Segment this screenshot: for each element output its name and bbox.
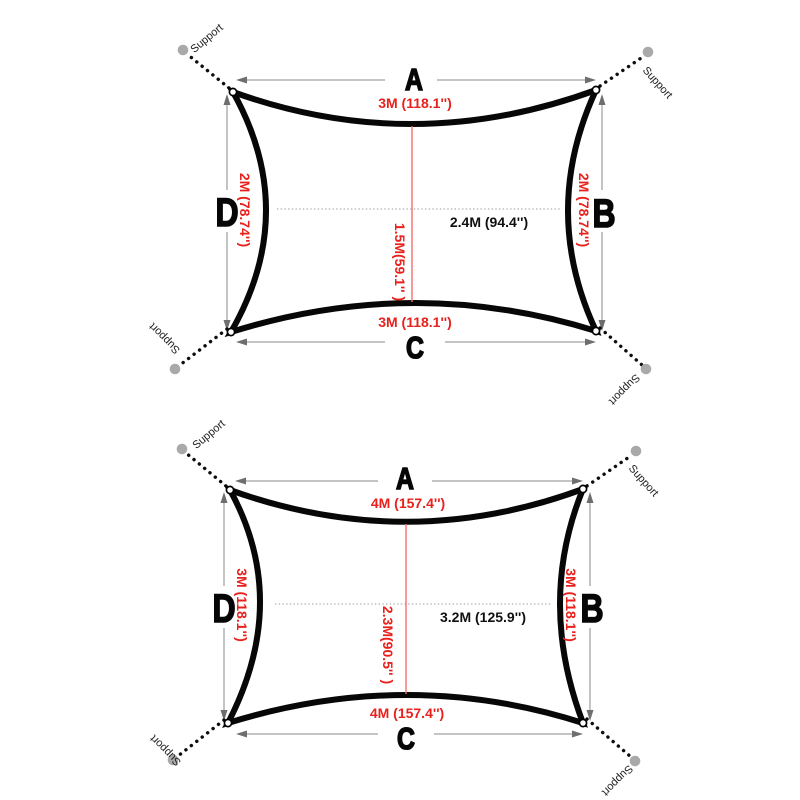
grommet-bottom-left <box>223 718 233 728</box>
edge-b-dimension: 2M (78.74'') <box>576 173 592 247</box>
edge-d-letter: D <box>212 586 235 631</box>
support-post-top-right <box>630 445 642 457</box>
edge-b-dimension: 3M (118.1'') <box>563 568 579 642</box>
dim-arrow-c-right <box>572 730 583 738</box>
dim-arrow-d-top <box>220 492 228 503</box>
support-line-bottom-right <box>585 717 633 759</box>
dim-line-a <box>235 477 583 485</box>
dim-arrow-a-right <box>572 477 583 485</box>
grommet-top-right <box>591 85 601 95</box>
dim-line-c <box>236 338 596 346</box>
center-width-label: 3.2M (125.9'') <box>440 609 526 625</box>
edge-a-dimension: 4M (157.4'') <box>371 495 445 511</box>
dim-arrow-d-bottom <box>220 710 228 721</box>
support-line-top-left <box>184 451 228 488</box>
support-line-bottom-left <box>178 327 229 367</box>
edge-a-letter: A <box>405 62 423 96</box>
support-post-bottom-left <box>167 754 179 766</box>
edge-d-letter: D <box>215 190 238 235</box>
dim-line-a <box>236 76 596 84</box>
center-height-label: 1.5M(59.1'' ) <box>392 223 408 301</box>
edge-b-letter: B <box>580 586 603 631</box>
dim-arrow-b-top <box>586 492 594 503</box>
edge-a-dimension: 3M (118.1'') <box>378 95 452 111</box>
center-height-label: 2.3M(90.5'' ) <box>380 606 396 684</box>
dim-arrow-a-left <box>236 76 247 84</box>
edge-c-dimension: 3M (118.1'') <box>378 314 452 330</box>
grommet-bottom-right <box>578 718 588 728</box>
support-line-bottom-left <box>176 718 226 758</box>
dim-line-b <box>586 492 594 721</box>
support-post-bottom-left <box>169 363 181 375</box>
grommet-top-right <box>578 484 588 494</box>
dim-arrow-c-left <box>236 730 247 738</box>
edge-c-letter: C <box>397 721 415 755</box>
dim-arrow-d-top <box>223 94 231 105</box>
dim-arrow-d-bottom <box>223 320 231 331</box>
edge-c-dimension: 4M (157.4'') <box>370 705 444 721</box>
dim-line-b <box>598 94 606 331</box>
dim-arrow-b-bottom <box>586 710 594 721</box>
grommet-bottom-left <box>226 327 236 337</box>
support-line-top-right <box>585 453 634 488</box>
edge-a-letter: A <box>396 461 414 495</box>
support-post-top-left <box>177 44 189 56</box>
support-post-top-left <box>176 443 188 455</box>
dim-arrow-b-bottom <box>598 320 606 331</box>
edge-c-letter: C <box>406 330 424 364</box>
support-post-bottom-right <box>640 363 652 375</box>
dim-arrow-a-left <box>235 477 246 485</box>
dim-arrow-a-right <box>585 76 596 84</box>
grommet-top-left <box>225 485 235 495</box>
edge-d-dimension: 2M (78.74'') <box>237 173 253 247</box>
dim-line-c <box>236 730 583 738</box>
support-line-top-left <box>185 52 231 90</box>
center-width-label: 2.4M (94.4'') <box>450 214 528 230</box>
dim-arrow-c-right <box>585 338 596 346</box>
edge-d-dimension: 3M (118.1'') <box>234 568 250 642</box>
dim-line-d <box>220 492 228 721</box>
support-post-bottom-right <box>629 755 641 767</box>
dim-arrow-b-top <box>598 94 606 105</box>
grommet-bottom-right <box>591 326 601 336</box>
grommet-top-left <box>228 87 238 97</box>
support-line-top-right <box>598 54 646 88</box>
dim-line-d <box>223 94 231 331</box>
support-post-top-right <box>642 46 654 58</box>
support-line-bottom-right <box>598 326 644 367</box>
sail-outline <box>224 84 602 338</box>
dim-arrow-c-left <box>236 338 247 346</box>
edge-b-letter: B <box>592 191 615 236</box>
